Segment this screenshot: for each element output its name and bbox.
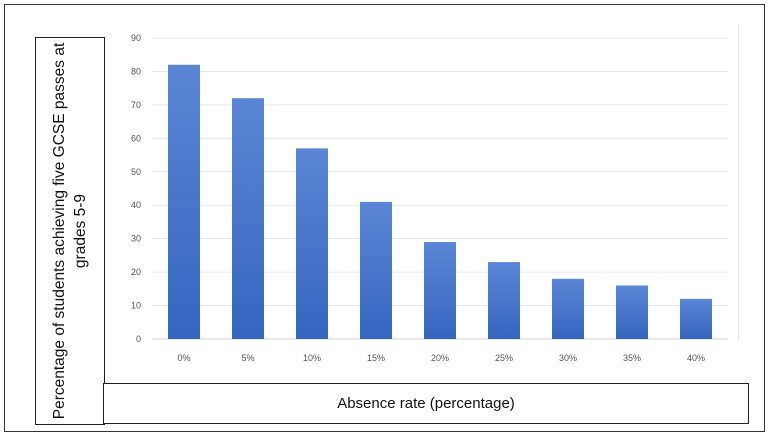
x-tick-label: 0% — [177, 353, 190, 363]
bar — [616, 285, 648, 339]
x-axis-label-box: Absence rate (percentage) — [103, 383, 749, 424]
x-tick-label: 10% — [303, 353, 321, 363]
y-tick-label: 10 — [131, 301, 141, 311]
x-tick-label: 40% — [687, 353, 705, 363]
bar — [488, 262, 520, 339]
y-tick-label: 70 — [131, 100, 141, 110]
bar — [680, 299, 712, 339]
y-tick-label: 90 — [131, 33, 141, 43]
bar — [424, 242, 456, 339]
bar — [552, 279, 584, 339]
y-tick-label: 20 — [131, 267, 141, 277]
bar — [360, 202, 392, 339]
y-tick-label: 30 — [131, 234, 141, 244]
x-tick-label: 30% — [559, 353, 577, 363]
bar — [296, 148, 328, 339]
y-tick-label: 0 — [136, 334, 141, 344]
x-tick-label: 35% — [623, 353, 641, 363]
y-tick-label: 50 — [131, 167, 141, 177]
y-tick-label: 40 — [131, 200, 141, 210]
x-tick-label: 20% — [431, 353, 449, 363]
y-tick-labels: 0 10 20 30 40 50 60 70 80 90 — [131, 33, 141, 344]
x-tick-labels: 0% 5% 10% 15% 20% 25% 30% 35% 40% — [177, 353, 705, 363]
bar — [168, 65, 200, 339]
x-tick-label: 15% — [367, 353, 385, 363]
y-tick-label: 80 — [131, 66, 141, 76]
x-tick-label: 25% — [495, 353, 513, 363]
bars — [168, 65, 712, 339]
x-tick-label: 5% — [241, 353, 254, 363]
y-tick-label: 60 — [131, 133, 141, 143]
x-axis-label: Absence rate (percentage) — [337, 395, 515, 412]
bar — [232, 98, 264, 339]
